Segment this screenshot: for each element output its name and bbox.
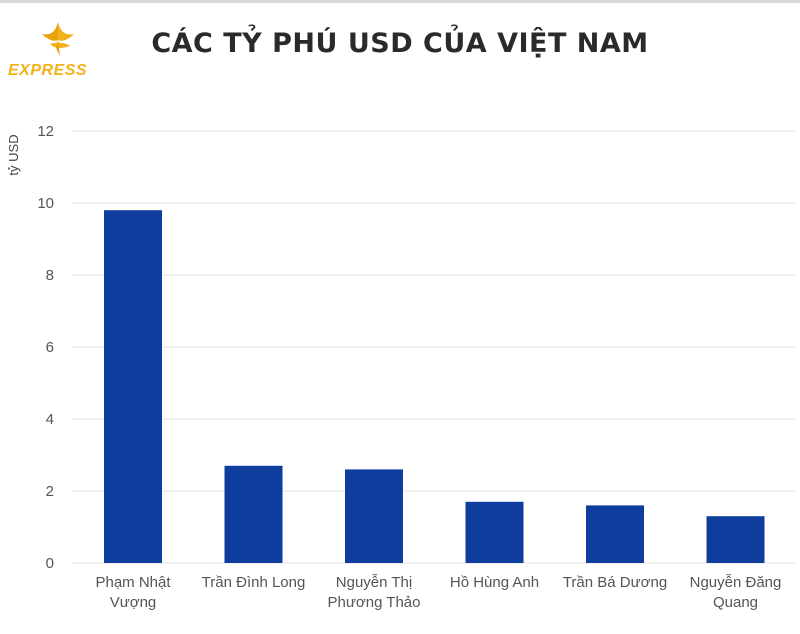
logo-text: EXPRESS (8, 62, 88, 79)
bar (465, 501, 524, 563)
bars (104, 210, 765, 563)
bar (104, 210, 162, 563)
x-tick-label: Phạm Nhật Vượng (95, 574, 171, 611)
y-tick-label: 8 (46, 267, 54, 284)
bar (345, 469, 403, 563)
bird-logo-icon (42, 22, 74, 56)
x-tick-label: Trần Bá Dương (563, 574, 667, 591)
bar (706, 516, 765, 563)
x-tick-label: Trần Đình Long (202, 574, 306, 591)
top-border (0, 0, 800, 3)
bar (586, 505, 644, 563)
gridlines (72, 130, 795, 564)
x-tick-label: Hồ Hùng Anh (450, 574, 539, 591)
y-axis-label: tỷ USD (6, 134, 21, 175)
bar (224, 465, 283, 563)
y-tick-label: 12 (37, 123, 54, 140)
y-tick-label: 2 (46, 483, 54, 500)
x-tick-label: Nguyễn Thị Phương Thảo (328, 574, 421, 611)
chart-title: CÁC TỶ PHÚ USD CỦA VIỆT NAM (151, 28, 649, 59)
y-tick-label: 10 (37, 195, 54, 212)
x-axis-ticks: Phạm Nhật Vượng Trần Đình Long Nguyễn Thị Ph… (95, 574, 781, 611)
y-tick-label: 0 (46, 555, 54, 572)
y-tick-label: 4 (46, 411, 54, 428)
express-logo: EXPRESS (8, 18, 108, 82)
y-axis-ticks: 0 2 4 6 8 10 12 (37, 123, 54, 572)
y-tick-label: 6 (46, 339, 54, 356)
x-tick-label: Nguyễn Đăng Quang (690, 574, 782, 611)
